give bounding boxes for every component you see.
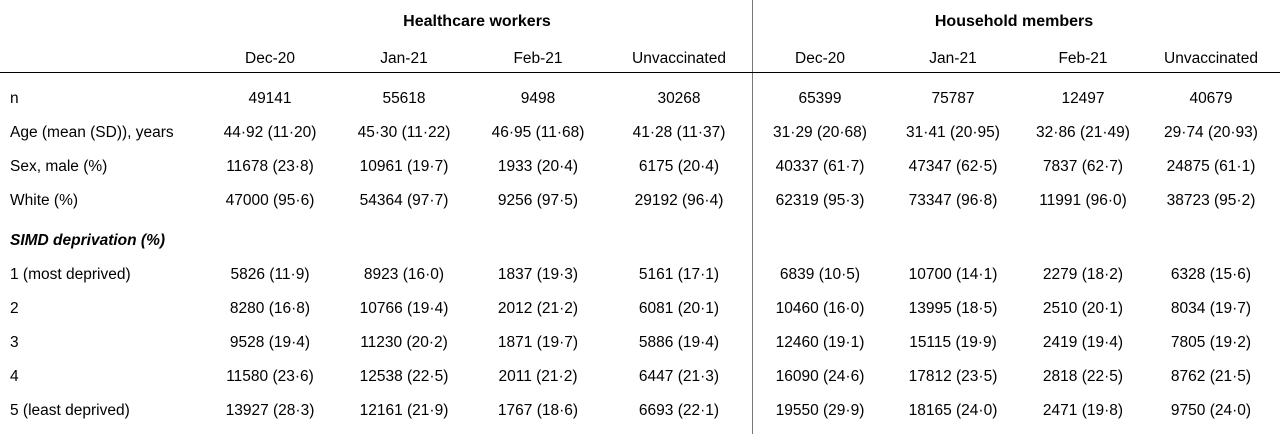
table-cell: 19550 (29·9) bbox=[775, 402, 865, 419]
table-cell: 8034 (19·7) bbox=[1170, 300, 1252, 317]
table-cell: 10460 (16·0) bbox=[775, 300, 865, 317]
row-label: n bbox=[10, 90, 19, 107]
table-cell: 5161 (17·1) bbox=[638, 266, 720, 283]
column-header: Feb-21 bbox=[513, 50, 563, 67]
table-cell: 8923 (16·0) bbox=[363, 266, 445, 283]
table-cell: 65399 bbox=[798, 90, 842, 107]
table-cell: 31·41 (20·95) bbox=[906, 124, 1000, 141]
table-cell: 31·29 (20·68) bbox=[773, 124, 867, 141]
column-header: Jan-21 bbox=[380, 50, 428, 67]
table-cell: 15115 (19·9) bbox=[909, 334, 997, 351]
table-cell: 40679 bbox=[1189, 90, 1233, 107]
table-cell: 6328 (15·6) bbox=[1170, 266, 1252, 283]
table-cell: 2510 (20·1) bbox=[1042, 300, 1124, 317]
table-cell: 6081 (20·1) bbox=[638, 300, 720, 317]
group-title-healthcare-workers: Healthcare workers bbox=[403, 13, 551, 30]
table-cell: 32·86 (21·49) bbox=[1036, 124, 1130, 141]
table-cell: 2012 (21·2) bbox=[497, 300, 579, 317]
column-header: Unvaccinated bbox=[1164, 50, 1258, 67]
group-title-household-members: Household members bbox=[934, 13, 1094, 30]
table-cell: 46·95 (11·68) bbox=[491, 124, 585, 141]
table-cell: 38723 (95·2) bbox=[1166, 192, 1256, 209]
table-cell: 12460 (19·1) bbox=[775, 334, 865, 351]
table-cell: 18165 (24·0) bbox=[908, 402, 998, 419]
table-cell: 10961 (19·7) bbox=[359, 158, 449, 175]
table-cell: 47000 (95·6) bbox=[225, 192, 315, 209]
table-cell: 49141 bbox=[248, 90, 292, 107]
table-cell: 8762 (21·5) bbox=[1170, 368, 1252, 385]
column-header: Dec-20 bbox=[245, 50, 295, 67]
table-cell: 2471 (19·8) bbox=[1042, 402, 1124, 419]
table-cell: 1933 (20·4) bbox=[497, 158, 579, 175]
table-cell: 29192 (96·4) bbox=[634, 192, 724, 209]
table-cell: 12538 (22·5) bbox=[359, 368, 449, 385]
table-cell: 11230 (20·2) bbox=[360, 334, 448, 351]
table-cell: 9750 (24·0) bbox=[1170, 402, 1252, 419]
table-cell: 75787 bbox=[931, 90, 975, 107]
table-cell: 17812 (23·5) bbox=[908, 368, 998, 385]
table-cell: 11580 (23·6) bbox=[226, 368, 314, 385]
table-cell: 73347 (96·8) bbox=[908, 192, 998, 209]
row-label: 5 (least deprived) bbox=[10, 402, 130, 419]
table-cell: 6175 (20·4) bbox=[638, 158, 720, 175]
table-cell: 2279 (18·2) bbox=[1042, 266, 1124, 283]
table-cell: 12161 (21·9) bbox=[359, 402, 449, 419]
table-cell: 12497 bbox=[1061, 90, 1105, 107]
table-cell: 1871 (19·7) bbox=[497, 334, 579, 351]
table-cell: 10700 (14·1) bbox=[908, 266, 998, 283]
column-header: Feb-21 bbox=[1058, 50, 1108, 67]
table-cell: 6447 (21·3) bbox=[638, 368, 720, 385]
row-label: 1 (most deprived) bbox=[10, 266, 131, 283]
table-cell: 47347 (62·5) bbox=[908, 158, 998, 175]
table-cell: 13927 (28·3) bbox=[225, 402, 315, 419]
row-label: Age (mean (SD)), years bbox=[10, 124, 174, 141]
table-cell: 2818 (22·5) bbox=[1042, 368, 1124, 385]
row-label: White (%) bbox=[10, 192, 79, 209]
table-cell: 44·92 (11·20) bbox=[223, 124, 317, 141]
group-divider bbox=[752, 0, 753, 434]
table-cell: 10766 (19·4) bbox=[359, 300, 449, 317]
table-cell: 11678 (23·8) bbox=[226, 158, 314, 175]
table-cell: 29·74 (20·93) bbox=[1164, 124, 1258, 141]
table-cell: 62319 (95·3) bbox=[775, 192, 865, 209]
table-cell: 7837 (62·7) bbox=[1042, 158, 1124, 175]
table-cell: 5826 (11·9) bbox=[230, 266, 310, 283]
table-cell: 6839 (10·5) bbox=[779, 266, 861, 283]
table-cell: 45·30 (11·22) bbox=[357, 124, 451, 141]
column-header: Jan-21 bbox=[929, 50, 977, 67]
table-cell: 16090 (24·6) bbox=[775, 368, 865, 385]
row-label: 2 bbox=[10, 300, 19, 317]
table-cell: 8280 (16·8) bbox=[229, 300, 311, 317]
table-cell: 9528 (19·4) bbox=[229, 334, 311, 351]
header-rule bbox=[0, 72, 1280, 73]
table-cell: 5886 (19·4) bbox=[638, 334, 720, 351]
table-cell: 40337 (61·7) bbox=[775, 158, 865, 175]
table-cell: 6693 (22·1) bbox=[638, 402, 720, 419]
table-cell: 9256 (97·5) bbox=[497, 192, 579, 209]
table-cell: 55618 bbox=[382, 90, 426, 107]
table-cell: 41·28 (11·37) bbox=[632, 124, 726, 141]
row-label: 3 bbox=[10, 334, 19, 351]
table-cell: 24875 (61·1) bbox=[1166, 158, 1256, 175]
table-cell: 13995 (18·5) bbox=[908, 300, 998, 317]
table-cell: 7805 (19·2) bbox=[1170, 334, 1252, 351]
section-header: SIMD deprivation (%) bbox=[10, 232, 166, 249]
table-cell: 1837 (19·3) bbox=[497, 266, 579, 283]
table-cell: 54364 (97·7) bbox=[359, 192, 449, 209]
table-cell: 1767 (18·6) bbox=[497, 402, 579, 419]
row-label: Sex, male (%) bbox=[10, 158, 108, 175]
table-cell: 2011 (21·2) bbox=[498, 368, 578, 385]
table-cell: 30268 bbox=[657, 90, 701, 107]
table-cell: 11991 (96·0) bbox=[1039, 192, 1127, 209]
column-header: Dec-20 bbox=[795, 50, 845, 67]
table-cell: 2419 (19·4) bbox=[1042, 334, 1124, 351]
column-header: Unvaccinated bbox=[632, 50, 726, 67]
row-label: 4 bbox=[10, 368, 19, 385]
table-cell: 9498 bbox=[520, 90, 556, 107]
